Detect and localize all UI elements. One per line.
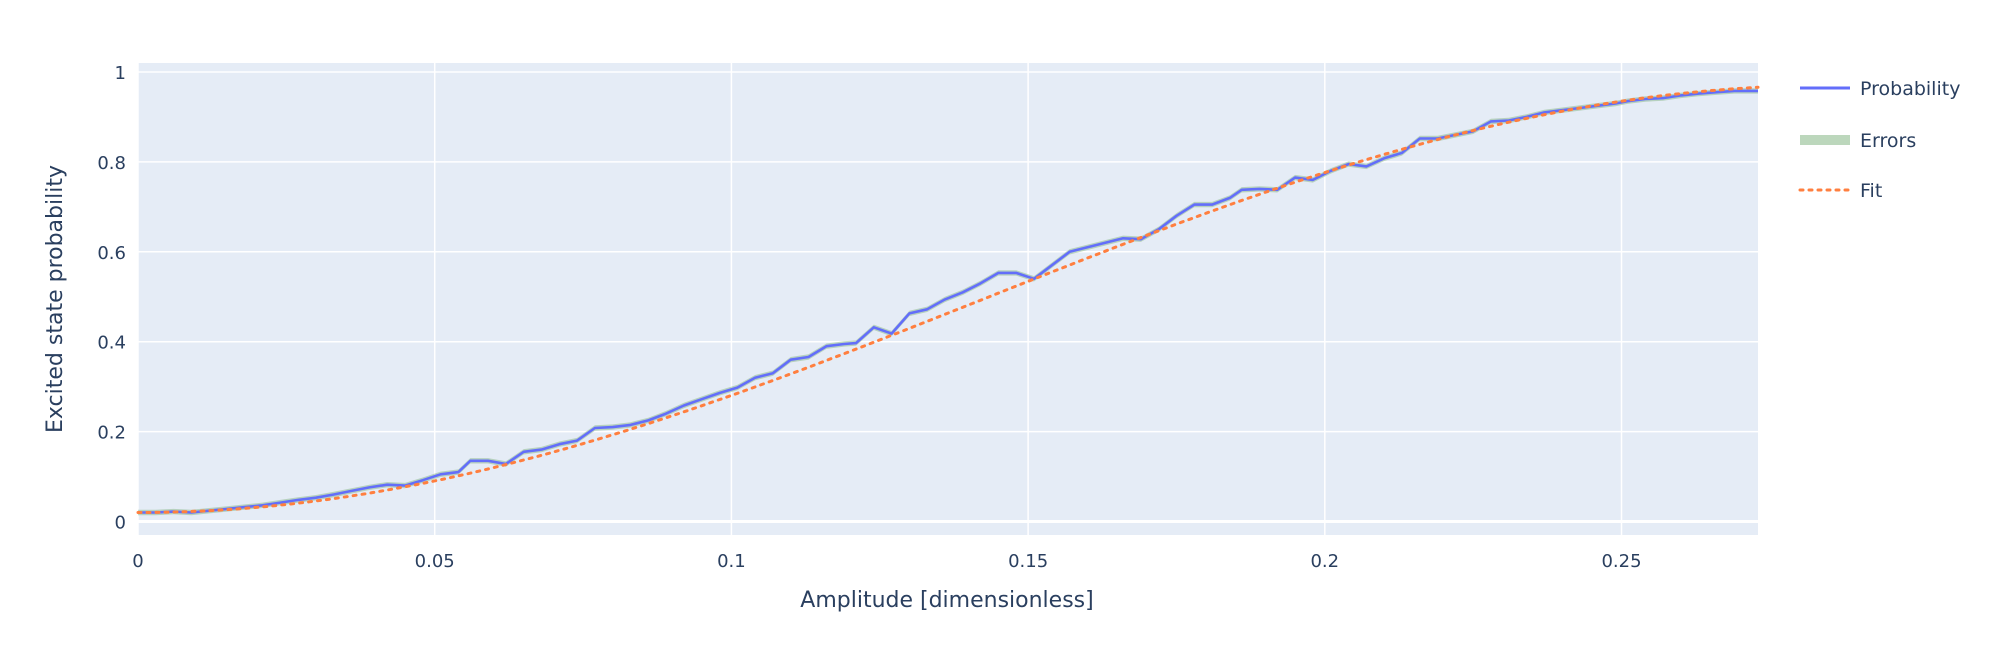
x-tick-label: 0 [132,551,143,572]
x-tick-label: 0.05 [415,551,455,572]
y-axis-ticks: 0 0.2 0.4 0.6 0.8 1 [97,63,126,534]
legend-item-errors[interactable]: Errors [1800,130,1916,152]
x-tick-label: 0.2 [1310,551,1339,572]
probability-line [138,89,1758,514]
y-tick-label: 0.8 [97,153,126,174]
x-axis-ticks: 0 0.05 0.1 0.15 0.2 0.25 [132,551,1641,572]
x-tick-label: 0.25 [1601,551,1641,572]
x-tick-label: 0.1 [717,551,746,572]
y-tick-label: 0.2 [97,423,126,444]
legend-label-probability: Probability [1860,78,1960,100]
legend-label-errors: Errors [1860,130,1916,152]
legend-item-probability[interactable]: Probability [1800,78,1960,100]
y-tick-label: 1 [115,63,126,84]
legend[interactable]: Probability Errors Fit [1798,78,1960,202]
x-axis-title: Amplitude [dimensionless] [800,588,1093,613]
y-tick-label: 0.6 [97,243,126,264]
y-axis-title: Excited state probability [43,165,68,433]
legend-label-fit: Fit [1860,180,1882,202]
y-tick-label: 0 [115,513,126,534]
legend-item-fit[interactable]: Fit [1798,180,1882,202]
fit-line [136,85,1760,514]
x-tick-label: 0.15 [1008,551,1048,572]
grid-lines [137,63,1758,535]
y-tick-label: 0.4 [97,333,126,354]
